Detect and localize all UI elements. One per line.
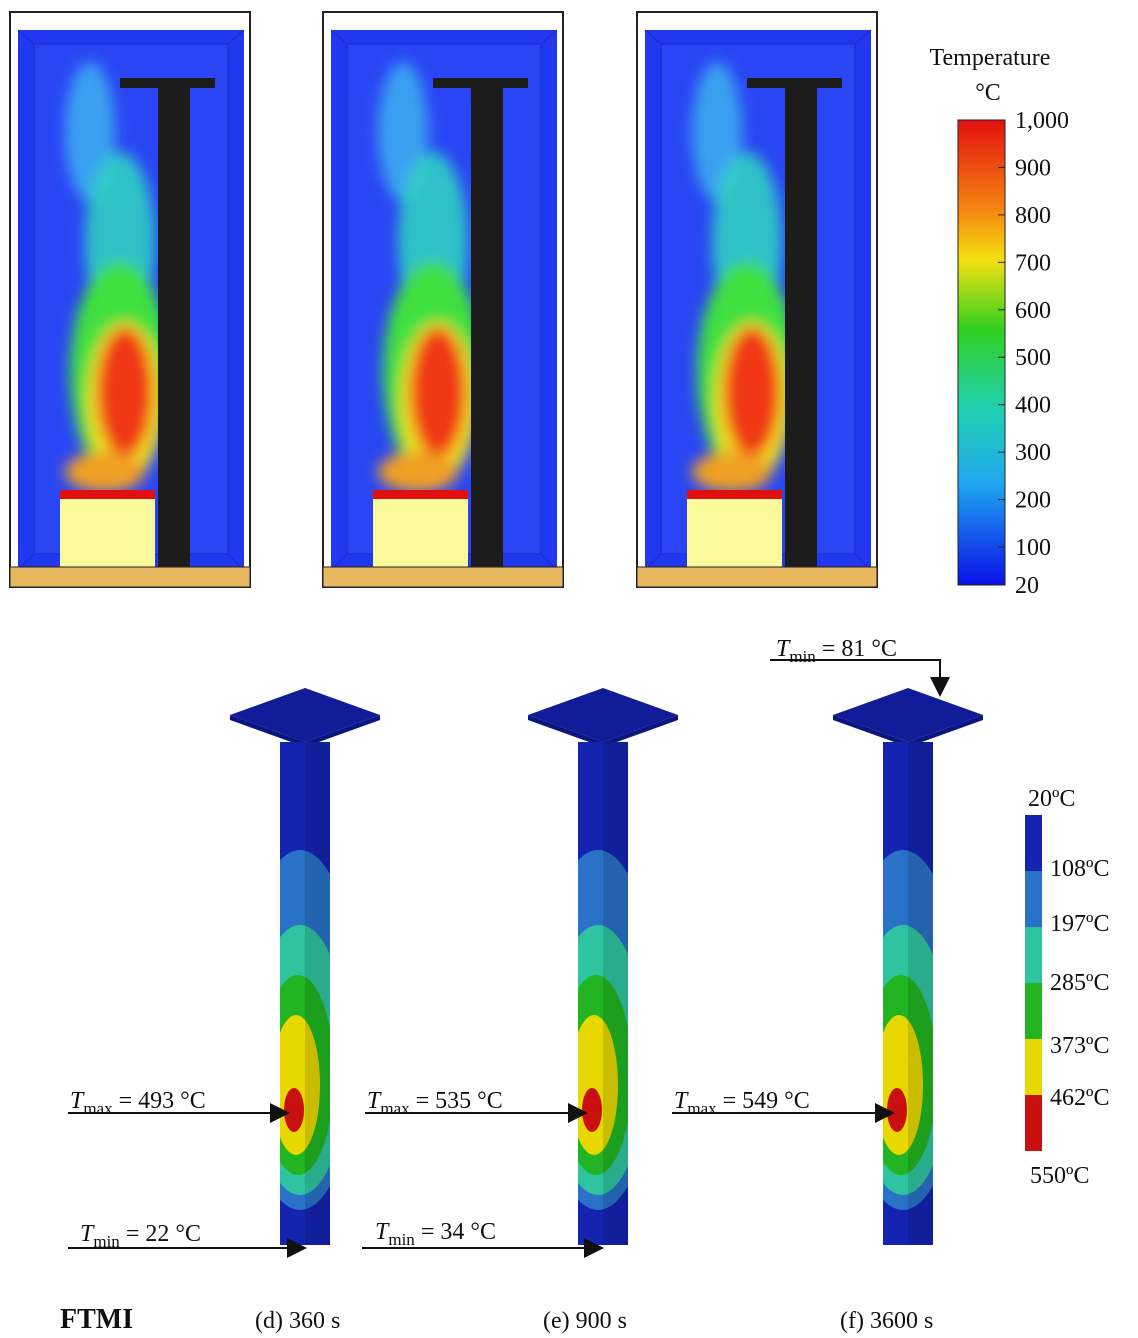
colorbar-tick-label: 200 [1015,488,1051,514]
annotation: Tmax = 535 °C [367,1088,503,1118]
simulation-panel [637,12,877,587]
colorbar-label: 20ºC [1028,786,1075,812]
column-model [833,688,983,1245]
colorbar-tick-label: 1,000 [1015,108,1069,134]
column-model [230,688,380,1245]
annotation: Tmin = 81 °C [776,636,897,666]
colorbar-bottom [1025,815,1042,1151]
simulation-panel [323,12,563,587]
panel-caption: (f) 3600 s [840,1308,933,1334]
colorbar-label: 197ºC [1050,911,1109,937]
colorbar-tick-label: 900 [1015,155,1051,181]
colorbar-tick-label: 20 [1015,573,1039,599]
panel-caption: (d) 360 s [255,1308,340,1334]
arrows [68,659,950,1258]
annotation: Tmax = 549 °C [674,1088,810,1118]
colorbar-title: Temperature [930,45,1051,71]
colorbar-label: 285ºC [1050,970,1109,996]
annotation: Tmin = 22 °C [80,1221,201,1251]
colorbar-label: 373ºC [1050,1033,1109,1059]
column-model [528,688,678,1245]
simulation-panel [10,12,250,587]
method-label: FTMI [60,1304,133,1335]
colorbar-label: 550ºC [1030,1163,1089,1189]
colorbar-tick-label: 500 [1015,345,1051,371]
colorbar-tick-label: 400 [1015,393,1051,419]
colorbar-unit: °C [975,80,1001,106]
panel-caption: (e) 900 s [543,1308,627,1334]
annotation: Tmax = 493 °C [70,1088,206,1118]
colorbar-tick-label: 800 [1015,203,1051,229]
colorbar-label: 108ºC [1050,856,1109,882]
colorbar-label: 462ºC [1050,1085,1109,1111]
colorbar-tick-label: 700 [1015,250,1051,276]
colorbar [957,119,1006,586]
annotation: Tmin = 34 °C [375,1219,496,1249]
colorbar-tick-label: 100 [1015,535,1051,561]
colorbar-tick-label: 300 [1015,440,1051,466]
colorbar-tick-label: 600 [1015,298,1051,324]
